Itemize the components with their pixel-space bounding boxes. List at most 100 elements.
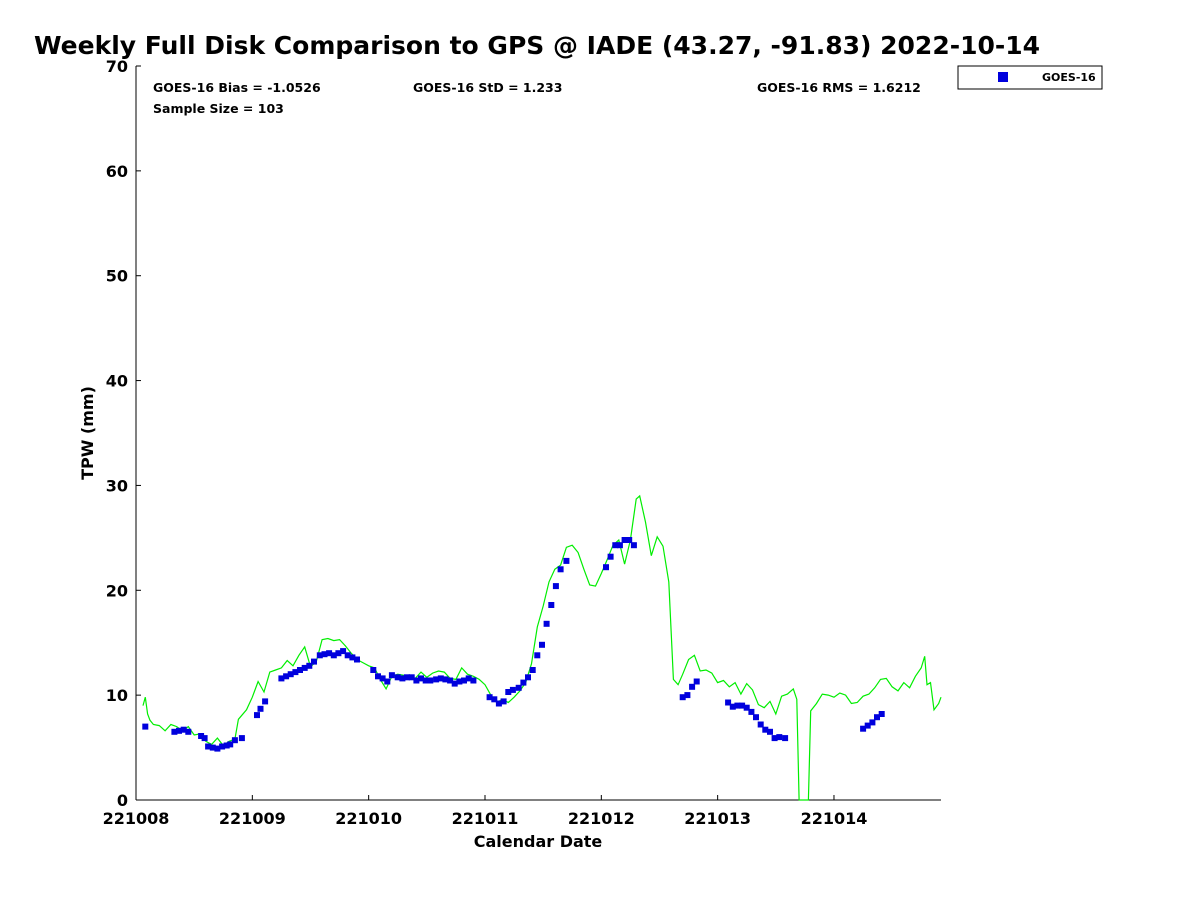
goes16-point	[219, 743, 226, 750]
goes16-point	[227, 741, 234, 748]
goes16-point	[198, 733, 205, 739]
goes16-point	[413, 677, 420, 684]
goes16-point	[500, 698, 507, 705]
goes16-point	[349, 654, 356, 661]
goes16-point	[209, 744, 216, 751]
goes16-point	[491, 696, 498, 703]
goes16-point	[311, 658, 317, 665]
legend-box	[957, 65, 1103, 90]
goes16-point	[543, 620, 550, 627]
goes16-point	[176, 727, 182, 734]
goes16-point	[201, 735, 208, 742]
goes16-point	[552, 583, 559, 590]
x-tick-label: 221014	[801, 809, 868, 828]
goes16-point	[630, 542, 637, 549]
legend-marker-goes16	[998, 72, 1008, 82]
goes16-point	[515, 684, 522, 691]
goes16-point	[142, 723, 149, 730]
goes16-point	[874, 714, 880, 721]
goes16-point	[529, 667, 536, 673]
goes16-point	[603, 564, 609, 571]
goes16-point	[626, 537, 633, 543]
goes16-point	[433, 676, 440, 683]
goes16-point	[557, 566, 564, 573]
goes16-point	[205, 743, 212, 750]
goes16-point	[869, 719, 876, 726]
goes16-point	[689, 683, 696, 690]
goes16-point	[782, 735, 789, 742]
goes16-point	[509, 686, 516, 693]
goes16-point	[771, 735, 778, 742]
x-tick-label: 221011	[452, 809, 519, 828]
goes16-point	[495, 700, 502, 707]
goes16-point	[451, 680, 458, 687]
goes16-point	[486, 694, 493, 701]
goes16-point	[505, 689, 512, 695]
y-tick-label: 10	[106, 686, 128, 705]
x-tick-label: 221008	[103, 809, 170, 828]
goes16-point	[520, 679, 527, 686]
y-tick-label: 50	[106, 267, 128, 286]
y-tick-label: 70	[106, 57, 128, 76]
goes16-point	[287, 671, 294, 678]
goes16-point	[612, 542, 619, 549]
goes16-point	[739, 702, 746, 709]
goes16-point	[254, 712, 260, 719]
goes16-point	[729, 703, 736, 710]
gps-line	[142, 494, 942, 801]
goes16-point	[447, 677, 454, 684]
goes16-point	[548, 602, 555, 608]
x-axis-label: Calendar Date	[474, 832, 603, 851]
goes16-point	[335, 650, 342, 657]
legend: GOES-16	[957, 65, 1103, 90]
goes16-point	[384, 678, 391, 685]
goes16-point	[394, 674, 401, 681]
y-axis-label: TPW (mm)	[78, 386, 97, 480]
goes16-point	[262, 698, 269, 705]
goes16-point	[465, 675, 472, 682]
goes16-point	[427, 677, 434, 684]
goes16-point	[607, 553, 614, 560]
goes16-point	[860, 725, 867, 732]
sample-size-stat: Sample Size = 103	[153, 101, 284, 116]
goes16-point	[180, 726, 187, 733]
goes16-point	[379, 675, 386, 682]
goes16-point	[171, 728, 178, 735]
goes16-point	[214, 745, 221, 752]
goes16-point	[437, 675, 444, 682]
goes16-point	[534, 652, 541, 659]
goes16-point	[470, 677, 477, 684]
goes16-point	[223, 742, 230, 749]
goes16-point	[326, 650, 333, 657]
goes16-point	[283, 673, 290, 680]
y-tick-label: 20	[106, 581, 128, 600]
goes16-point	[257, 705, 264, 712]
std-stat: GOES-16 StD = 1.233	[413, 80, 562, 95]
x-tick-label: 221009	[219, 809, 286, 828]
goes16-point	[753, 714, 759, 721]
plot-area: 0 10 20 30 40 50 60 70 221008 221009 221010 221011…	[103, 57, 942, 828]
goes16-point	[762, 726, 769, 733]
goes16-point	[461, 677, 467, 684]
goes16-point	[743, 704, 750, 711]
x-tick-label: 221010	[335, 809, 402, 828]
goes16-point	[563, 557, 570, 564]
goes16-point	[693, 678, 700, 685]
goes16-point	[525, 674, 531, 681]
y-ticks: 0 10 20 30 40 50 60 70	[106, 57, 141, 810]
goes16-point	[725, 699, 732, 706]
goes16-point	[388, 672, 395, 679]
goes16-point	[301, 664, 308, 671]
goes16-point	[442, 676, 449, 683]
goes16-point	[684, 692, 691, 699]
goes16-point	[539, 641, 545, 648]
goes16-point	[321, 651, 328, 658]
goes16-point	[292, 669, 299, 676]
goes16-point	[748, 708, 755, 715]
y-tick-label: 30	[106, 476, 128, 495]
x-tick-label: 221012	[568, 809, 635, 828]
goes16-point	[422, 677, 429, 684]
y-tick-label: 40	[106, 372, 128, 391]
